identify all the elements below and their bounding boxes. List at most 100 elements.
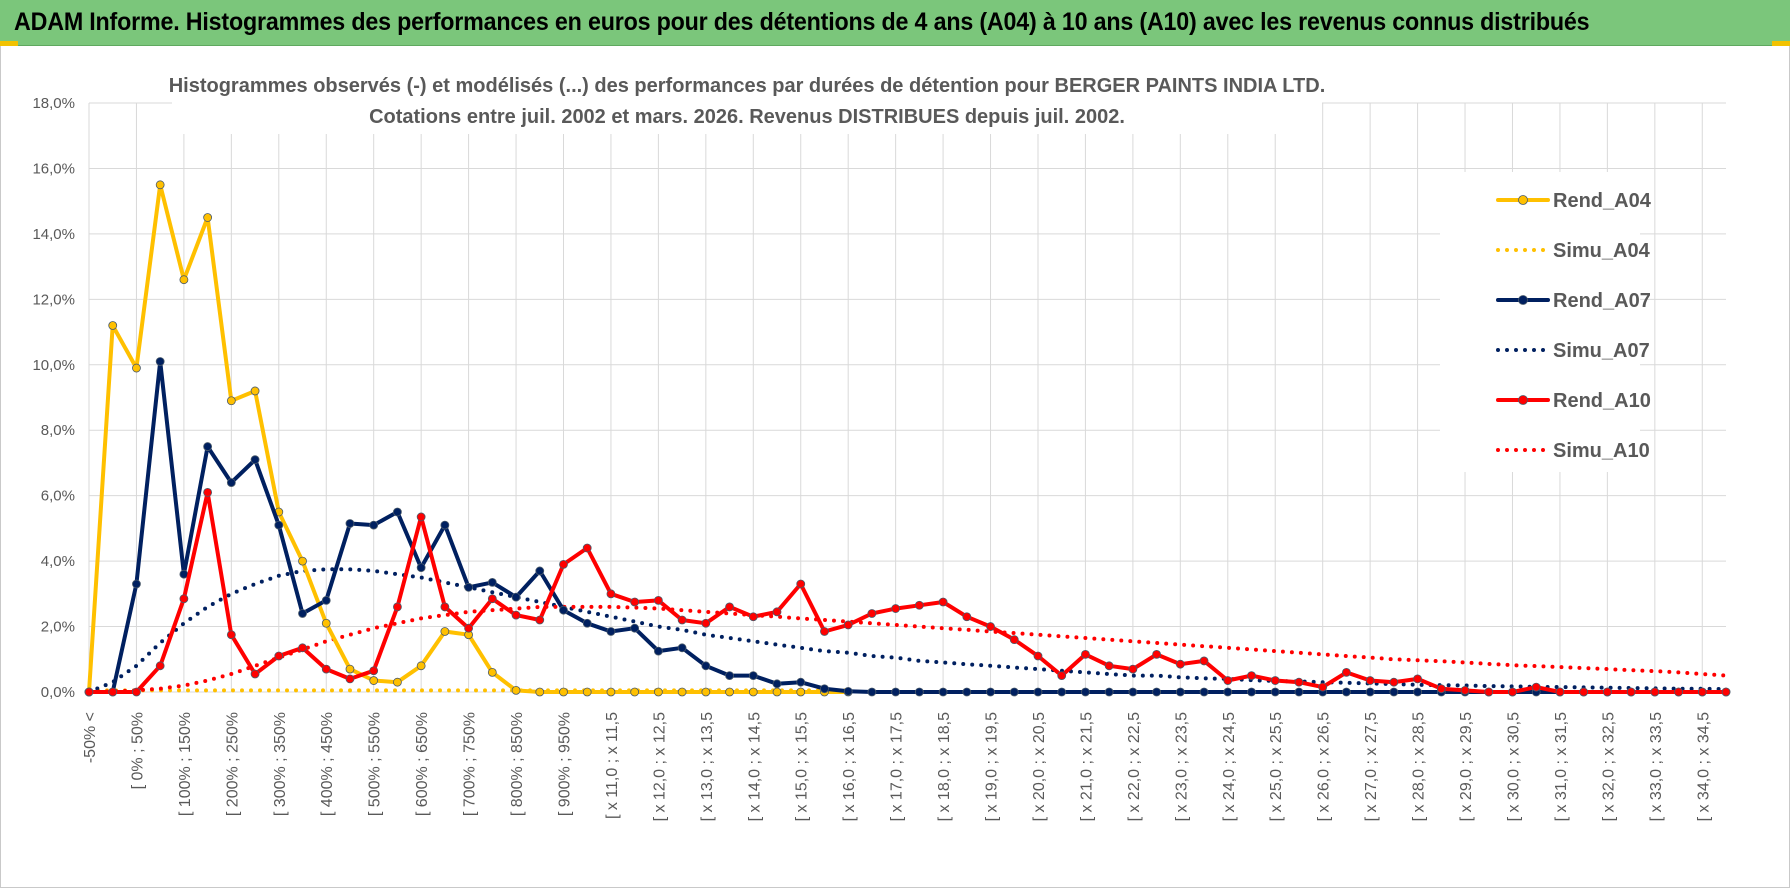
data-point [653, 646, 663, 656]
data-point [487, 577, 497, 587]
banner-accent-left [0, 41, 18, 46]
data-point [321, 618, 331, 628]
legend-label: Rend_A07 [1553, 290, 1651, 312]
x-tick-label: [ x 11,0 ; x 11,5 [604, 712, 621, 819]
x-tick-label: [ x 18,0 ; x 18,5 [936, 712, 953, 822]
data-point [393, 602, 402, 612]
data-point [132, 687, 141, 697]
data-point [1484, 687, 1494, 697]
data-point [416, 563, 426, 573]
data-point [1270, 687, 1280, 697]
data-point [250, 386, 260, 396]
data-point [203, 487, 213, 497]
x-tick-label: [ x 12,0 ; x 12,5 [651, 712, 668, 822]
data-point [606, 687, 616, 697]
x-tick-label: [ x 34,0 ; x 34,5 [1695, 712, 1712, 822]
data-point [321, 664, 331, 674]
data-point [416, 661, 426, 671]
y-tick-label: 4,0% [41, 553, 75, 570]
x-tick-label: [ 200% ; 250% [224, 712, 241, 816]
data-point [369, 520, 379, 530]
data-point [1033, 651, 1043, 661]
data-point [487, 667, 497, 677]
data-point [820, 684, 829, 694]
data-point [511, 685, 521, 695]
data-point [630, 687, 640, 697]
data-point [108, 687, 118, 697]
data-point [108, 321, 118, 330]
data-point [1342, 687, 1351, 697]
series-rend-a10 [84, 487, 1731, 697]
data-point [677, 687, 687, 697]
data-point [653, 687, 663, 697]
data-point [345, 674, 355, 684]
data-point [796, 687, 806, 697]
data-point [772, 687, 782, 697]
y-tick-label: 16,0% [32, 160, 75, 177]
series-line [87, 359, 1728, 694]
data-point [132, 579, 141, 589]
report-title: ADAM Informe. Histogrammes des performan… [14, 8, 1590, 36]
data-point [1081, 649, 1090, 659]
data-point [1650, 687, 1660, 697]
data-point [179, 594, 189, 604]
data-point [1318, 682, 1328, 692]
data-point [772, 607, 782, 617]
x-tick-label: [ 500% ; 550% [367, 712, 384, 816]
data-point [891, 687, 901, 697]
data-point [701, 618, 711, 628]
x-tick-label: [ x 22,0 ; x 22,5 [1126, 712, 1143, 822]
data-point [1104, 687, 1114, 697]
data-point [1199, 656, 1209, 666]
y-tick-label: 18,0% [32, 95, 75, 112]
legend-label: Rend_A10 [1553, 390, 1651, 412]
data-point [535, 615, 545, 625]
x-tick-label: [ 400% ; 450% [319, 712, 336, 816]
data-point [701, 661, 711, 671]
x-tick-label: [ x 19,0 ; x 19,5 [984, 712, 1001, 822]
data-point [962, 687, 972, 697]
data-point [701, 687, 711, 697]
legend-label: Simu_A07 [1553, 340, 1650, 362]
x-tick-label: [ x 21,0 ; x 21,5 [1078, 712, 1095, 822]
legend-marker [1518, 195, 1528, 205]
data-point [843, 620, 853, 630]
x-tick-label: [ x 24,0 ; x 24,5 [1221, 712, 1238, 822]
data-point [250, 669, 260, 679]
data-point [298, 643, 307, 653]
x-tick-label: [ 300% ; 350% [272, 712, 289, 816]
data-point [1033, 687, 1043, 697]
data-point [155, 180, 165, 190]
data-point [843, 686, 853, 696]
data-point [725, 671, 734, 681]
data-point [1531, 682, 1541, 692]
data-point [511, 610, 521, 620]
data-point [1175, 659, 1185, 669]
data-point [1152, 649, 1162, 659]
legend: Rend_A04 Simu_A04 Rend_A07 Simu_A07 Rend_A10… [1440, 172, 1652, 472]
x-tick-label: [ x 17,0 ; x 17,5 [889, 712, 906, 822]
data-point [203, 213, 213, 222]
data-point [274, 651, 284, 661]
data-point [1128, 664, 1138, 674]
data-point [1009, 635, 1019, 645]
x-tick-label: [ x 16,0 ; x 16,5 [841, 712, 858, 822]
data-point [1294, 687, 1304, 697]
x-tick-label: [ 600% ; 650% [414, 712, 431, 816]
data-point [1721, 687, 1731, 697]
data-point [226, 396, 236, 406]
data-point [653, 595, 663, 605]
data-point [1389, 687, 1399, 697]
x-tick-label: -50% < [82, 712, 99, 763]
data-point [393, 677, 402, 687]
data-point [1602, 687, 1612, 697]
data-point [179, 275, 189, 285]
y-tick-label: 6,0% [41, 488, 75, 505]
data-point [250, 455, 260, 465]
data-point [226, 630, 236, 640]
data-point [606, 589, 616, 599]
data-point [1626, 687, 1636, 697]
legend-item: Simu_A04 [1496, 240, 1651, 262]
x-tick-label: [ x 20,0 ; x 20,5 [1031, 712, 1048, 822]
